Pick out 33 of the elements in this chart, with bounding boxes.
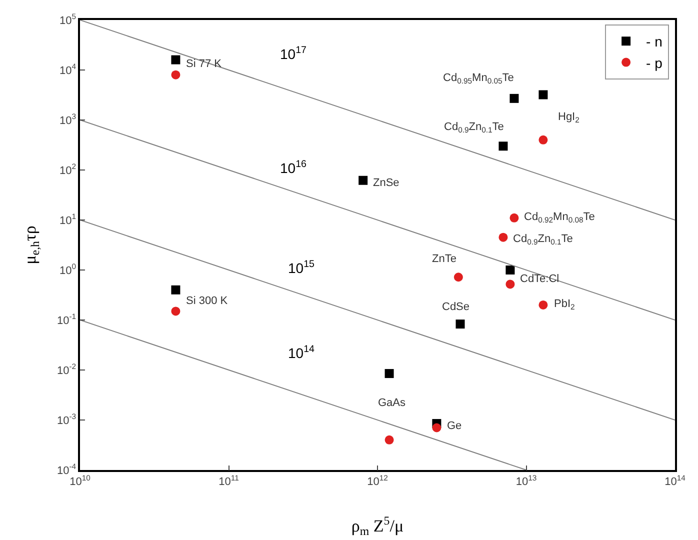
legend-label: - n [646,34,662,50]
annotation: Ge [447,420,462,432]
y-tick-label: 10$^{4}$ [60,62,77,77]
annotation: 10$^{16}$ [280,159,308,176]
y-tick-label: 10$^{0}$ [60,262,76,277]
annotation: 10$^{15}$ [288,259,316,276]
x-tick-label: 10$^{13}$ [516,473,537,488]
y-tick-label: 10$^{-2}$ [56,362,76,377]
annotation: Cd$_{0.95}$Mn$_{0.05}$Te [443,72,514,86]
annotation: ZnTe [432,253,456,265]
y-tick-label: 10$^{3}$ [60,112,76,127]
y-tick-label: 10$^{1}$ [60,212,76,227]
x-axis-title: ρ$_{m}$ Z$^{5}$/μ [351,513,404,538]
annotation: ZnSe [373,177,400,189]
y-tick-label: 10$^{-3}$ [56,412,76,427]
annotation: PbI$_{2}$ [554,298,575,312]
y-tick-label: 10$^{-1}$ [56,312,76,327]
annotation: 10$^{14}$ [288,344,316,361]
x-tick-label: 10$^{12}$ [367,473,388,488]
annotation: HgI$_{2}$ [558,111,580,124]
x-tick-label: 10$^{14}$ [664,473,686,488]
y-tick-label: 10$^{2}$ [60,162,76,177]
annotation: Cd$_{0.9}$Zn$_{0.1}$Te [513,233,573,246]
annotation: CdTe:Cl [520,273,560,285]
annotation: Cd$_{0.9}$Zn$_{0.1}$Te [444,121,504,134]
x-tick-label: 10$^{11}$ [218,473,239,488]
legend-label: - p [646,54,663,71]
y-tick-label: 10$^{5}$ [60,12,76,27]
annotation: Cd$_{0.92}$Mn$_{0.08}$Te [524,211,595,224]
annotation: Si 300 K [186,295,228,307]
annotation: 10$^{17}$ [280,45,306,62]
annotation: GaAs [378,397,406,409]
annotation: CdSe [442,301,470,313]
